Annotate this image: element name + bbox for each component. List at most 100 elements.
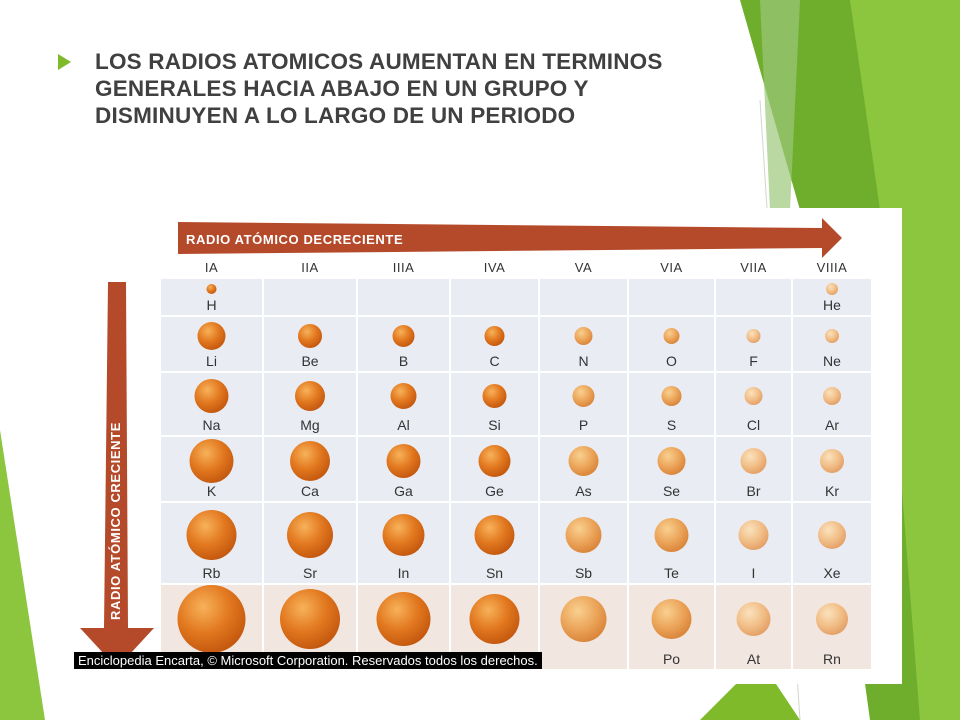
element-symbol-mg: Mg bbox=[300, 417, 320, 433]
element-symbol-ca: Ca bbox=[301, 483, 319, 499]
atom-sphere-p bbox=[572, 385, 595, 407]
title-line-3: DISMINUYEN A LO LARGO DE UN PERIODO bbox=[95, 103, 576, 128]
table-cell bbox=[716, 279, 791, 315]
element-symbol-be: Be bbox=[301, 353, 319, 369]
atom-spheres bbox=[177, 283, 848, 653]
element-symbol-na: Na bbox=[202, 417, 221, 433]
atom-sphere-n bbox=[574, 327, 593, 345]
atom-sphere-al bbox=[390, 383, 417, 409]
element-symbol-se: Se bbox=[662, 483, 681, 499]
element-symbol-sb: Sb bbox=[574, 565, 593, 581]
deco-light-green-band bbox=[850, 0, 960, 720]
element-symbol-kr: Kr bbox=[825, 483, 839, 499]
title-line-1: LOS RADIOS ATOMICOS AUMENTAN EN TERMINOS bbox=[95, 49, 663, 74]
atom-sphere-cl bbox=[744, 387, 763, 405]
atom-sphere-ca bbox=[290, 441, 330, 481]
element-symbol-ge: Ge bbox=[485, 483, 504, 499]
group-label-iva: IVA bbox=[483, 260, 506, 275]
group-label-ia: IA bbox=[204, 260, 219, 275]
atom-sphere-b bbox=[392, 325, 415, 347]
group-label-viiia: VIIIA bbox=[816, 260, 848, 275]
bullet-arrow-icon bbox=[58, 54, 71, 70]
element-symbol-o: O bbox=[666, 353, 677, 369]
element-symbol-c: C bbox=[489, 353, 500, 369]
atom-sphere-mg bbox=[295, 381, 325, 411]
atom-sphere-li bbox=[197, 322, 226, 350]
atom-sphere-at bbox=[736, 602, 771, 636]
table-cell bbox=[451, 279, 538, 315]
slide-title: LOS RADIOS ATOMICOS AUMENTAN EN TERMINOS… bbox=[95, 48, 663, 129]
atom-sphere-ge bbox=[478, 445, 511, 477]
atom-sphere-in bbox=[382, 514, 425, 556]
element-symbol-cl: Cl bbox=[746, 417, 761, 433]
title-block: LOS RADIOS ATOMICOS AUMENTAN EN TERMINOS… bbox=[58, 48, 858, 129]
atom-sphere bbox=[469, 594, 520, 644]
element-symbol-n: N bbox=[578, 353, 589, 369]
atom-sphere-po bbox=[651, 599, 692, 639]
group-label-iia: IIA bbox=[301, 260, 319, 275]
atom-sphere-c bbox=[484, 326, 505, 346]
element-symbol-te: Te bbox=[664, 565, 679, 581]
atom-sphere-as bbox=[568, 446, 599, 476]
element-symbol-sn: Sn bbox=[485, 565, 504, 581]
atom-sphere-f bbox=[746, 329, 761, 343]
title-line-2: GENERALES HACIA ABAJO EN UN GRUPO Y bbox=[95, 76, 589, 101]
element-symbol-si: Si bbox=[488, 417, 501, 433]
atom-sphere-sr bbox=[287, 512, 333, 558]
atom-sphere-ga bbox=[386, 444, 421, 478]
atom-sphere-sn bbox=[474, 515, 515, 555]
atom-sphere-se bbox=[657, 447, 686, 475]
element-symbol-rb: Rb bbox=[202, 565, 221, 581]
element-symbol-ne: Ne bbox=[823, 353, 841, 369]
deco-soft-band bbox=[760, 0, 800, 210]
deco-bottom-triangle bbox=[700, 660, 800, 720]
element-symbol-k: K bbox=[206, 483, 217, 499]
element-symbol-po: Po bbox=[662, 651, 681, 667]
atom-sphere-he bbox=[826, 283, 838, 295]
atom-sphere-kr bbox=[820, 449, 844, 473]
table-cell bbox=[793, 317, 871, 371]
atom-sphere-si bbox=[482, 384, 507, 408]
credit-caption: Enciclopedia Encarta, © Microsoft Corpor… bbox=[74, 652, 542, 669]
element-symbol-b: B bbox=[398, 353, 409, 369]
arrow-left-label: RADIO ATÓMICO CRECIENTE bbox=[108, 422, 123, 620]
atom-sphere-na bbox=[194, 379, 229, 413]
atom-sphere bbox=[560, 596, 607, 642]
atom-sphere-be bbox=[298, 324, 322, 348]
group-label-viia: VIIA bbox=[740, 260, 767, 275]
element-symbol-al: Al bbox=[397, 417, 410, 433]
atom-sphere-i bbox=[738, 520, 769, 550]
element-symbol-s: S bbox=[666, 417, 677, 433]
element-symbol-in: In bbox=[397, 565, 410, 581]
atom-sphere-k bbox=[189, 439, 234, 483]
decreasing-radius-arrow bbox=[178, 218, 842, 258]
atom-sphere-xe bbox=[818, 521, 846, 549]
element-symbol-h: H bbox=[206, 297, 217, 313]
atom-sphere-rb bbox=[186, 510, 237, 560]
element-symbol-ga: Ga bbox=[394, 483, 413, 499]
atom-sphere-te bbox=[654, 518, 689, 552]
atom-sphere bbox=[280, 589, 340, 649]
element-symbol-p: P bbox=[578, 417, 589, 433]
atom-sphere-rn bbox=[816, 603, 848, 635]
element-symbol-i: I bbox=[751, 565, 756, 581]
element-symbol-rn: Rn bbox=[823, 651, 841, 667]
element-symbol-ar: Ar bbox=[825, 417, 839, 433]
atom-sphere-sb bbox=[565, 517, 602, 553]
table-cell bbox=[264, 279, 356, 315]
atom-sphere-ar bbox=[823, 387, 841, 405]
arrow-top-label: RADIO ATÓMICO DECRECIENTE bbox=[186, 232, 404, 247]
element-symbol-he: He bbox=[823, 297, 841, 313]
element-symbol-li: Li bbox=[206, 353, 217, 369]
group-label-via: VIA bbox=[660, 260, 683, 275]
atom-sphere-s bbox=[661, 386, 682, 406]
table-cell bbox=[629, 279, 714, 315]
group-label-va: VA bbox=[574, 260, 593, 275]
group-label-iiia: IIIA bbox=[392, 260, 415, 275]
atom-sphere bbox=[376, 592, 431, 646]
atomic-radius-figure: RADIO ATÓMICO DECRECIENTE RADIO ATÓMICO … bbox=[70, 208, 902, 684]
figure-canvas bbox=[80, 218, 871, 669]
increasing-radius-arrow bbox=[80, 282, 154, 668]
table-cell bbox=[358, 279, 449, 315]
atom-sphere-h bbox=[206, 284, 217, 294]
